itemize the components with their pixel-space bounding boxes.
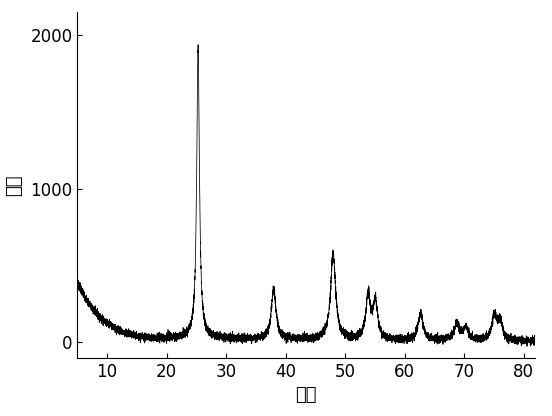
X-axis label: 角度: 角度 — [296, 386, 317, 404]
Y-axis label: 强度: 强度 — [6, 174, 23, 196]
